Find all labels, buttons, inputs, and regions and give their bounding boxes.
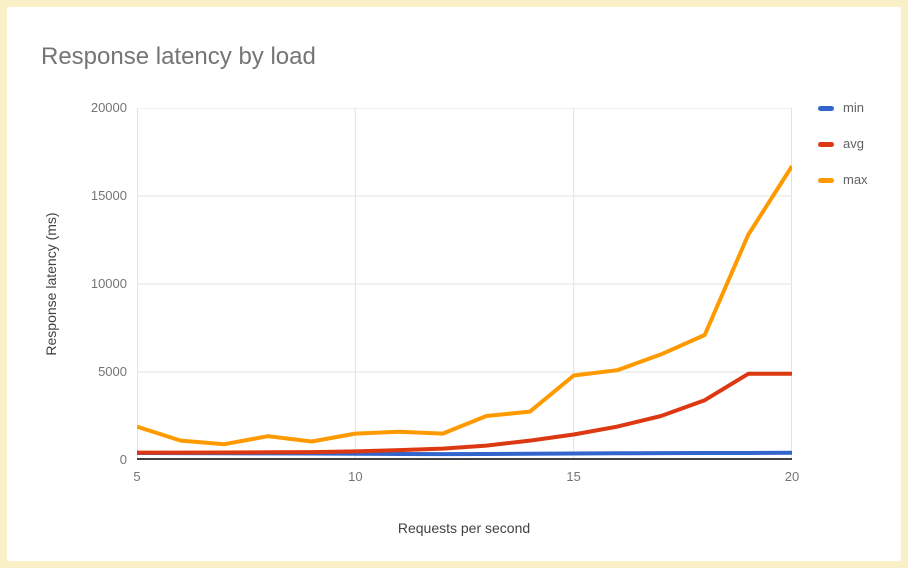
y-axis-tick-label: 5000 [98,364,127,379]
plot-area [136,107,794,460]
x-axis-tick-label: 5 [133,469,141,484]
x-axis-tick-label: 15 [566,469,581,484]
legend-item-max: max [818,171,868,189]
series-line-max [136,165,794,447]
legend-label: avg [843,136,864,151]
x-axis-title: Requests per second [397,520,531,536]
chart-canvas [136,107,794,460]
chart-card: Response latency by load 0 5000 10000 15000… [7,7,901,561]
x-axis-tick-label: 20 [784,469,800,484]
legend-item-min: min [818,99,868,117]
legend-item-avg: avg [818,135,868,153]
chart-title: Response latency by load [41,43,316,70]
legend-swatch-max [818,177,834,183]
series-line-avg [137,371,792,455]
legend: min avg max [818,99,868,207]
y-axis-title: Response latency (ms) [43,212,59,356]
y-axis-tick-label: 0 [119,452,127,467]
x-axis-tick-label: 10 [348,469,363,484]
legend-label: max [843,172,868,187]
legend-swatch-avg [818,141,834,147]
legend-swatch-min [818,105,834,111]
y-axis-tick-label: 20000 [90,100,127,115]
y-axis-tick-label: 10000 [90,276,127,291]
legend-label: min [843,100,864,115]
y-axis-tick-label: 15000 [90,188,127,203]
